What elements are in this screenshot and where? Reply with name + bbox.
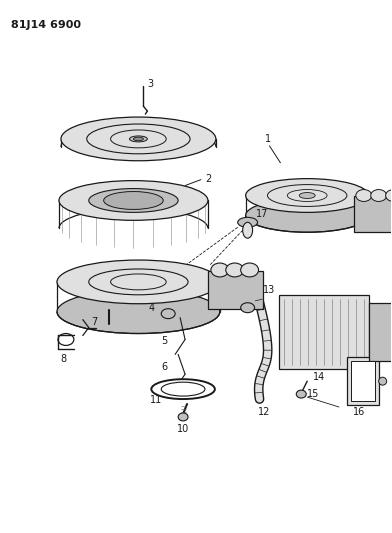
Ellipse shape (241, 263, 259, 277)
Text: 2: 2 (205, 174, 211, 184)
Ellipse shape (386, 190, 392, 201)
Ellipse shape (161, 309, 175, 319)
Text: 3: 3 (147, 79, 154, 90)
Ellipse shape (299, 192, 315, 198)
Ellipse shape (61, 117, 216, 161)
Ellipse shape (151, 379, 215, 399)
Text: 17: 17 (256, 209, 268, 220)
Text: 10: 10 (177, 424, 189, 434)
Ellipse shape (296, 390, 306, 398)
Ellipse shape (103, 191, 163, 209)
Text: 5: 5 (161, 336, 167, 346)
Text: 12: 12 (258, 407, 271, 417)
Ellipse shape (371, 190, 387, 201)
Text: 4: 4 (148, 303, 154, 313)
Text: 8: 8 (60, 354, 66, 365)
Bar (279, 295, 369, 369)
Ellipse shape (57, 260, 220, 304)
Text: 81J14 6900: 81J14 6900 (11, 20, 81, 30)
Ellipse shape (243, 222, 252, 238)
Text: 6: 6 (161, 362, 167, 372)
Text: 15: 15 (307, 389, 319, 399)
Ellipse shape (226, 263, 244, 277)
Text: 14: 14 (313, 372, 325, 382)
Ellipse shape (246, 179, 369, 212)
Ellipse shape (129, 136, 147, 142)
Ellipse shape (238, 217, 258, 227)
Bar (354, 197, 392, 232)
Bar (369, 303, 392, 361)
Text: 13: 13 (263, 285, 275, 295)
Ellipse shape (57, 290, 220, 334)
Ellipse shape (133, 137, 143, 141)
Bar (347, 357, 379, 405)
Bar (208, 271, 263, 309)
Text: 9: 9 (254, 298, 261, 308)
Ellipse shape (379, 377, 387, 385)
Ellipse shape (241, 303, 254, 313)
Ellipse shape (59, 181, 208, 220)
Ellipse shape (356, 190, 372, 201)
Ellipse shape (211, 263, 229, 277)
Text: 11: 11 (150, 395, 162, 405)
Text: 7: 7 (91, 317, 97, 327)
Ellipse shape (246, 198, 369, 232)
Bar (351, 361, 375, 401)
Text: 1: 1 (265, 134, 270, 144)
Ellipse shape (178, 413, 188, 421)
Text: 16: 16 (353, 407, 365, 417)
Ellipse shape (161, 382, 205, 396)
Ellipse shape (89, 189, 178, 212)
